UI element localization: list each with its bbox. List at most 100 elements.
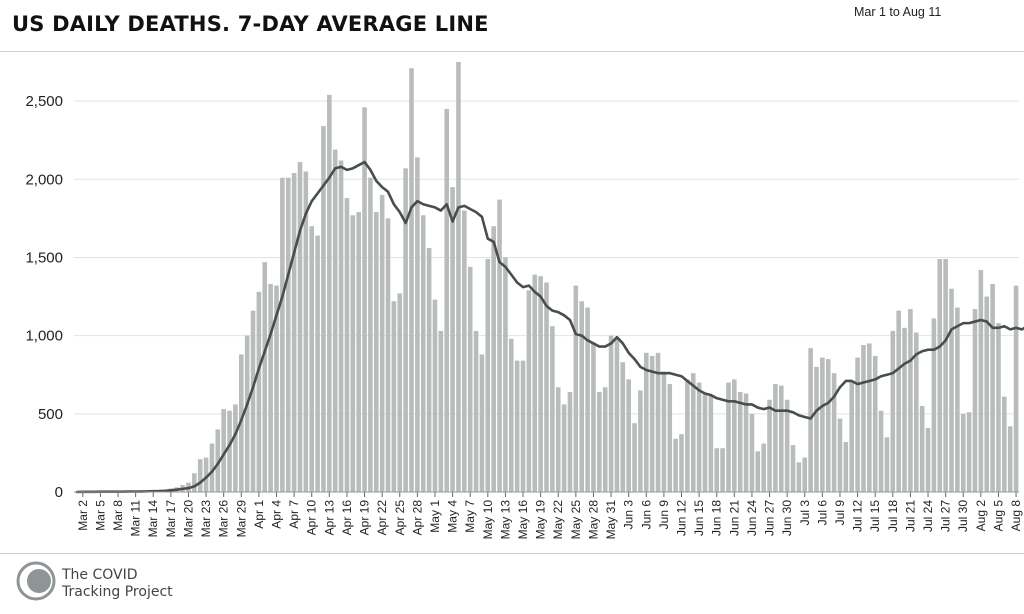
y-tick-label: 1,000 [25,328,63,345]
y-tick-label: 1,500 [25,249,63,266]
bar [373,212,379,493]
covid-tracking-project-logo-icon [16,561,56,601]
bar [808,348,813,492]
bar [597,391,602,492]
bar [790,445,796,492]
x-tick-label: Mar 2 [76,500,90,531]
bar [661,371,667,492]
x-tick-label: May 31 [604,500,618,540]
x-tick-label: Apr 19 [358,500,372,536]
bar [867,343,872,492]
x-tick-label: Apr 1 [252,500,266,529]
bar [332,149,338,492]
x-tick-label: Apr 22 [375,500,389,536]
x-tick-label: May 10 [481,500,495,540]
bar [379,194,385,492]
bar [784,399,790,492]
bar [743,393,749,492]
x-tick-label: Apr 28 [410,500,424,536]
bar [908,309,913,492]
x-axis-ticks: Mar 2 Mar 5 Mar 8 Mar 11 Mar 14 Mar 17 Mar 20 M… [76,492,1023,539]
bar [996,323,1001,492]
bar [233,404,238,492]
y-tick-label: 2,500 [25,93,63,110]
bar [755,451,761,492]
bar [884,437,890,492]
bar [280,177,285,492]
bar [667,384,673,492]
bar [203,457,209,492]
header-divider [0,51,1024,52]
bar [702,393,708,492]
bar [632,423,637,492]
x-tick-label: Jul 12 [851,500,865,532]
x-tick-label: Jun 9 [657,500,671,530]
x-tick-label: Jul 30 [956,500,970,532]
x-tick-label: Jul 9 [833,500,847,526]
x-tick-label: Jun 6 [639,500,653,530]
footer-divider [0,553,1024,554]
brand-line-2: Tracking Project [62,584,173,600]
bar [485,259,491,492]
x-tick-label: Jun 24 [745,500,759,536]
x-tick-label: May 22 [551,500,565,540]
bar [285,177,291,492]
x-tick-label: Mar 26 [217,500,231,538]
bar [773,384,778,492]
brand-line-1: The COVID [62,567,138,583]
bar [849,380,855,492]
x-tick-label: Aug 2 [974,500,988,532]
bar [385,218,391,493]
x-tick-label: Apr 7 [287,500,301,529]
bar [309,226,315,492]
bar [732,379,737,492]
bar [825,359,831,492]
x-tick-label: Mar 14 [146,500,160,538]
bar [655,352,661,492]
bar [990,284,995,492]
bar [943,259,948,492]
x-tick-label: Jun 15 [692,500,706,536]
bar [503,257,508,492]
x-tick-label: Jul 21 [903,500,917,532]
brand-name: The COVID Tracking Project [62,567,173,601]
x-tick-label: Jun 30 [780,500,794,536]
bar [673,438,678,492]
bar [949,288,954,492]
x-tick-label: Apr 13 [322,500,336,536]
bar [262,262,268,492]
bar [831,373,837,492]
bar [432,299,438,492]
bar [602,387,608,492]
bar [778,385,784,492]
bar [350,215,356,493]
bar [321,126,326,493]
bar [984,296,990,492]
bar [244,335,250,492]
x-tick-label: Mar 20 [181,500,195,538]
x-tick-label: May 25 [569,500,583,540]
bar [297,162,303,492]
bar [227,410,232,492]
bar [573,285,579,492]
x-tick-label: Jul 27 [939,500,953,532]
bar [1013,285,1019,492]
bar [737,391,743,492]
bar [362,107,367,492]
daily-deaths-bars [80,62,1019,493]
bar [197,459,203,492]
bar [532,274,538,492]
bar [896,310,901,492]
bar [855,357,860,492]
bar [902,327,907,492]
bar [955,307,960,492]
bar [567,391,573,492]
bar [978,269,984,492]
bar [937,259,943,492]
bar [327,94,332,492]
bar [960,413,966,492]
x-tick-label: Apr 4 [270,500,284,529]
bar [726,382,731,492]
bar [931,318,937,492]
bar [690,373,696,492]
